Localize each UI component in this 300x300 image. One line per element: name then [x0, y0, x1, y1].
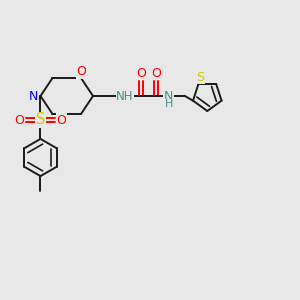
Text: S: S [36, 112, 45, 128]
Text: N: N [164, 89, 173, 103]
Text: N: N [29, 89, 39, 103]
Text: H: H [164, 99, 173, 110]
Text: NH: NH [116, 89, 134, 103]
Text: O: O [57, 113, 66, 127]
Text: O: O [15, 113, 24, 127]
Text: O: O [151, 67, 160, 80]
Text: O: O [77, 65, 86, 78]
Text: S: S [196, 71, 204, 84]
Text: O: O [136, 67, 146, 80]
